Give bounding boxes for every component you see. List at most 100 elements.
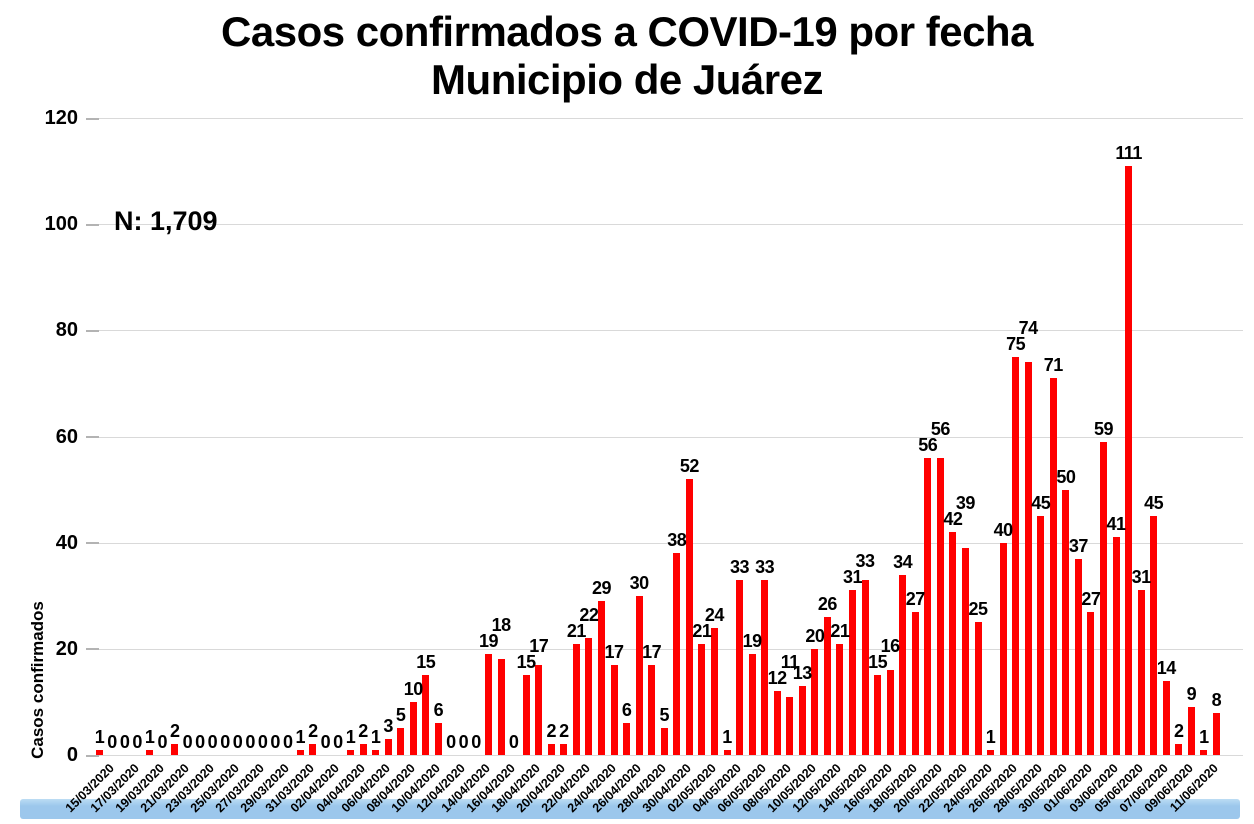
bar-value-label: 0 bbox=[182, 732, 193, 752]
bar-value-label: 2 bbox=[308, 721, 318, 742]
bar-value-label: 8 bbox=[1211, 689, 1222, 710]
y-tick-label: 80 bbox=[55, 319, 78, 342]
bar bbox=[1212, 712, 1220, 755]
bar-value-label: 27 bbox=[1081, 588, 1101, 609]
bar bbox=[1062, 489, 1070, 755]
bar-value-label: 34 bbox=[893, 551, 913, 572]
y-tick-mark bbox=[86, 542, 99, 545]
bar-value-label: 0 bbox=[207, 732, 218, 752]
chart-title: Casos confirmados a COVID-19 por fecha M… bbox=[0, 8, 1254, 104]
bar bbox=[685, 478, 693, 755]
bar bbox=[585, 638, 593, 755]
bar-value-label: 42 bbox=[943, 509, 963, 530]
bar-value-label: 20 bbox=[805, 625, 825, 646]
bar bbox=[999, 542, 1007, 755]
gridline bbox=[93, 542, 1243, 544]
gridline bbox=[93, 330, 1243, 332]
bar bbox=[372, 749, 380, 755]
bar-value-label: 0 bbox=[446, 732, 456, 752]
bar-value-label: 17 bbox=[529, 636, 549, 657]
bar bbox=[673, 553, 681, 755]
bar-value-label: 2 bbox=[170, 721, 180, 742]
bar bbox=[736, 579, 744, 755]
y-tick-mark bbox=[86, 648, 99, 651]
bar bbox=[535, 664, 543, 755]
bar-value-label: 10 bbox=[403, 678, 424, 699]
bar-value-label: 1 bbox=[370, 726, 381, 747]
bar-value-label: 0 bbox=[471, 732, 481, 752]
bar-value-label: 2 bbox=[358, 721, 368, 742]
footer-accent-bar bbox=[20, 799, 1240, 819]
y-tick-mark bbox=[86, 754, 99, 757]
bar-value-label: 59 bbox=[1093, 418, 1114, 439]
bar-value-label: 74 bbox=[1018, 317, 1039, 338]
bar bbox=[648, 664, 656, 755]
bar-value-label: 39 bbox=[955, 493, 976, 514]
gridline bbox=[93, 118, 1243, 119]
bar-value-label: 50 bbox=[1056, 466, 1076, 487]
bar-value-label: 22 bbox=[579, 604, 599, 625]
y-tick-label: 60 bbox=[55, 425, 78, 448]
bar-value-label: 21 bbox=[830, 620, 850, 641]
bar bbox=[911, 611, 919, 755]
bar bbox=[886, 670, 894, 755]
bar-value-label: 33 bbox=[730, 556, 750, 577]
bar bbox=[1137, 590, 1145, 755]
bar-value-label: 21 bbox=[566, 620, 587, 641]
bar-value-label: 2 bbox=[546, 721, 557, 742]
bar-value-label: 71 bbox=[1043, 355, 1064, 376]
bar bbox=[773, 691, 781, 755]
bar bbox=[798, 685, 806, 755]
bar-value-label: 0 bbox=[220, 732, 230, 752]
bar bbox=[422, 675, 430, 755]
y-tick-label: 40 bbox=[55, 531, 78, 554]
bar-value-label: 19 bbox=[479, 631, 499, 652]
bar bbox=[748, 654, 756, 755]
bar-value-label: 37 bbox=[1068, 535, 1089, 556]
bar-value-label: 5 bbox=[395, 705, 406, 726]
bar-value-label: 11 bbox=[780, 652, 800, 673]
bar-value-label: 12 bbox=[767, 668, 788, 689]
bar-value-label: 111 bbox=[1115, 142, 1142, 163]
bar-value-label: 6 bbox=[621, 700, 632, 721]
bar bbox=[861, 579, 869, 755]
bar-value-label: 56 bbox=[930, 418, 951, 439]
bar-value-label: 19 bbox=[742, 631, 763, 652]
bar-value-label: 56 bbox=[918, 434, 938, 455]
bar bbox=[598, 601, 605, 755]
gridline bbox=[93, 436, 1243, 438]
bar-value-label: 1 bbox=[722, 726, 732, 747]
gridline bbox=[93, 755, 1243, 756]
bar-value-label: 13 bbox=[792, 662, 813, 683]
bar-value-label: 1 bbox=[985, 726, 996, 747]
bar bbox=[497, 659, 505, 755]
bar-value-label: 2 bbox=[1174, 721, 1184, 742]
bar-value-label: 0 bbox=[245, 732, 255, 752]
gridline bbox=[93, 648, 1243, 650]
bar-value-label: 14 bbox=[1156, 657, 1177, 678]
bar bbox=[623, 723, 631, 755]
n-total-annotation: N: 1,709 bbox=[114, 206, 218, 236]
bar bbox=[522, 675, 530, 755]
bar-value-label: 17 bbox=[604, 641, 625, 662]
bar bbox=[171, 744, 179, 755]
bar bbox=[610, 664, 618, 755]
bar-value-label: 0 bbox=[508, 732, 519, 752]
bar-value-label: 2 bbox=[559, 721, 569, 742]
bar bbox=[409, 701, 417, 755]
bar-value-label: 16 bbox=[880, 636, 901, 657]
bar-value-label: 52 bbox=[679, 455, 700, 476]
bar bbox=[1175, 744, 1183, 755]
bar bbox=[485, 654, 493, 755]
bar bbox=[811, 648, 819, 755]
bar bbox=[974, 622, 982, 755]
bar bbox=[1024, 362, 1032, 755]
bar bbox=[836, 643, 844, 755]
bar bbox=[572, 643, 580, 755]
bar bbox=[786, 696, 794, 755]
bar-value-label: 29 bbox=[591, 578, 612, 599]
bar bbox=[96, 749, 103, 755]
y-tick-label: 20 bbox=[55, 637, 78, 660]
bar-value-label: 26 bbox=[817, 593, 838, 614]
bar bbox=[560, 744, 568, 755]
